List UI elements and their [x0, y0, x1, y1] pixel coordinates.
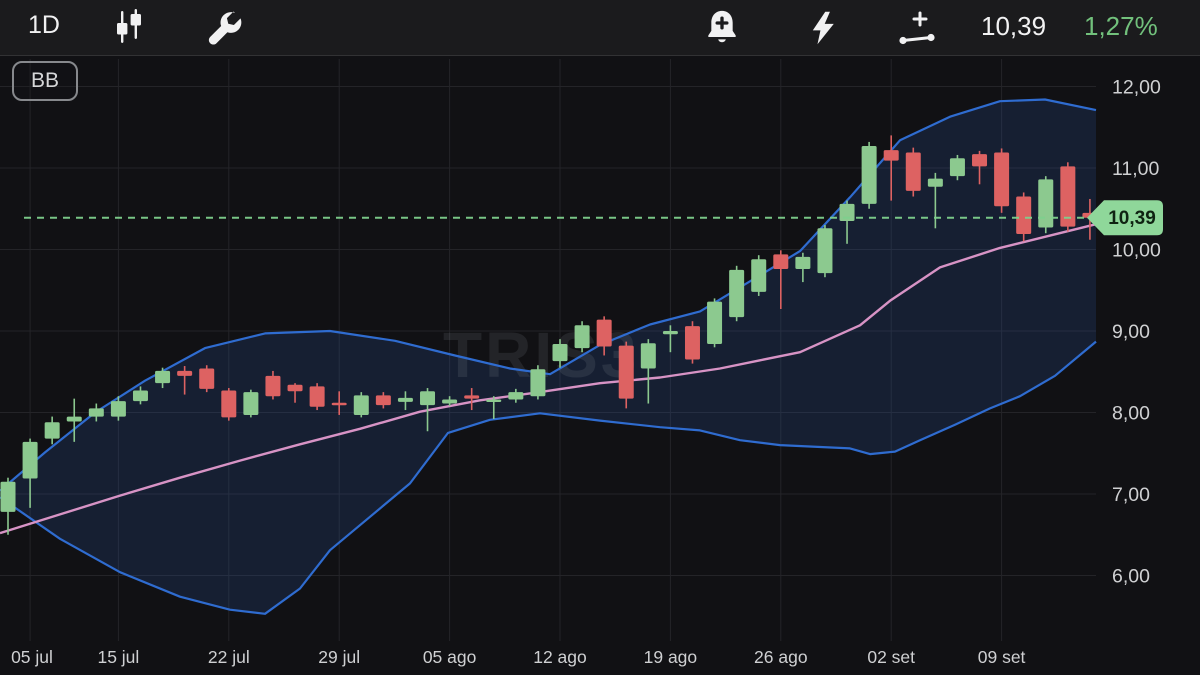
candle-body: [88, 408, 104, 417]
x-axis-label: 09 set: [978, 647, 1026, 667]
y-axis-label: 8,00: [1112, 403, 1150, 425]
candle-body: [927, 178, 943, 187]
candle-body: [530, 369, 546, 397]
x-axis-label: 22 jul: [208, 647, 250, 667]
candle-body: [110, 401, 126, 417]
candle-body: [1016, 196, 1032, 235]
candle-body: [287, 384, 303, 392]
x-axis-label: 12 ago: [533, 647, 587, 667]
candle-body: [662, 331, 678, 335]
candle-body: [839, 203, 855, 221]
candle-body: [132, 390, 148, 402]
candle-body: [265, 375, 281, 397]
candle-body: [640, 343, 656, 369]
candle-body: [486, 399, 502, 402]
price-tag-label: 10,39: [1108, 208, 1156, 229]
toolbar: 1D: [0, 0, 1200, 56]
bollinger-basis-line: [0, 223, 1097, 535]
x-axis-label: 02 set: [867, 647, 915, 667]
candle-body: [618, 345, 634, 399]
candle-body: [464, 395, 480, 399]
indicator-chip-bb[interactable]: BB: [12, 61, 78, 101]
candle-body: [817, 228, 833, 274]
candle-body: [353, 395, 369, 415]
candle-body: [66, 416, 82, 422]
candle-body: [596, 319, 612, 347]
y-axis-label: 10,00: [1112, 240, 1161, 262]
compare-add-icon[interactable]: [893, 9, 941, 49]
candle-body: [177, 370, 193, 376]
candle-body: [331, 402, 347, 406]
candle-body: [905, 152, 921, 191]
candle-body: [22, 441, 38, 479]
x-axis-label: 29 jul: [318, 647, 360, 667]
candle-body: [309, 386, 325, 407]
candle-body: [375, 395, 391, 406]
candles: [0, 135, 1098, 535]
candle-body: [773, 254, 789, 270]
candle-body: [729, 269, 745, 318]
last-price: 10,39: [981, 11, 1047, 41]
y-axis-label: 12,00: [1112, 77, 1161, 99]
y-axis-label: 7,00: [1112, 484, 1150, 506]
candle-body: [199, 368, 215, 389]
candle-body: [442, 399, 458, 404]
candle-body: [1038, 179, 1054, 228]
candle-body: [1060, 166, 1076, 227]
price-tag: [1087, 200, 1163, 236]
candle-body: [883, 150, 899, 161]
x-axis-label: 15 jul: [97, 647, 139, 667]
candle-body: [684, 326, 700, 360]
candle-body: [795, 256, 811, 270]
candle-body: [861, 145, 877, 204]
y-axis-label: 11,00: [1112, 158, 1160, 180]
bollinger-upper-line: [0, 98, 1097, 492]
x-axis-label: 05 ago: [423, 647, 477, 667]
timeframe-button[interactable]: 1D: [28, 11, 60, 39]
x-axis-label: 05 jul: [11, 647, 53, 667]
candle-body: [972, 154, 988, 167]
chart-area[interactable]: TRIS3 10,39 12,00 11,00 10,00 9,00 8,00 7,00 6,0…: [0, 55, 1200, 675]
candle-body: [949, 158, 965, 177]
alert-bell-plus-icon[interactable]: [702, 7, 742, 49]
bollinger-lower-line: [0, 340, 1097, 615]
candle-body: [221, 390, 237, 418]
y-axis-label: 9,00: [1112, 321, 1150, 343]
candle-body: [0, 481, 16, 512]
candle-body: [751, 259, 767, 292]
candle-body: [397, 397, 413, 402]
y-axis-label: 6,00: [1112, 566, 1150, 588]
candle-body: [994, 152, 1010, 207]
candle-body: [707, 301, 723, 345]
candle-body: [243, 392, 259, 415]
candle-body: [155, 370, 171, 384]
candle-body: [552, 344, 568, 362]
price-chart[interactable]: TRIS310,3912,0011,0010,009,008,007,006,0…: [0, 55, 1200, 675]
x-axis-label: 26 ago: [754, 647, 808, 667]
candle-body: [44, 422, 60, 439]
chart-style-candles-icon[interactable]: [112, 9, 146, 47]
lightning-icon[interactable]: [806, 7, 840, 49]
candle-body: [508, 392, 524, 400]
change-percent: 1,27%: [1084, 11, 1158, 41]
candle-body: [420, 391, 436, 406]
wrench-icon[interactable]: [205, 9, 243, 47]
x-axis-label: 19 ago: [644, 647, 698, 667]
candle-body: [574, 325, 590, 349]
